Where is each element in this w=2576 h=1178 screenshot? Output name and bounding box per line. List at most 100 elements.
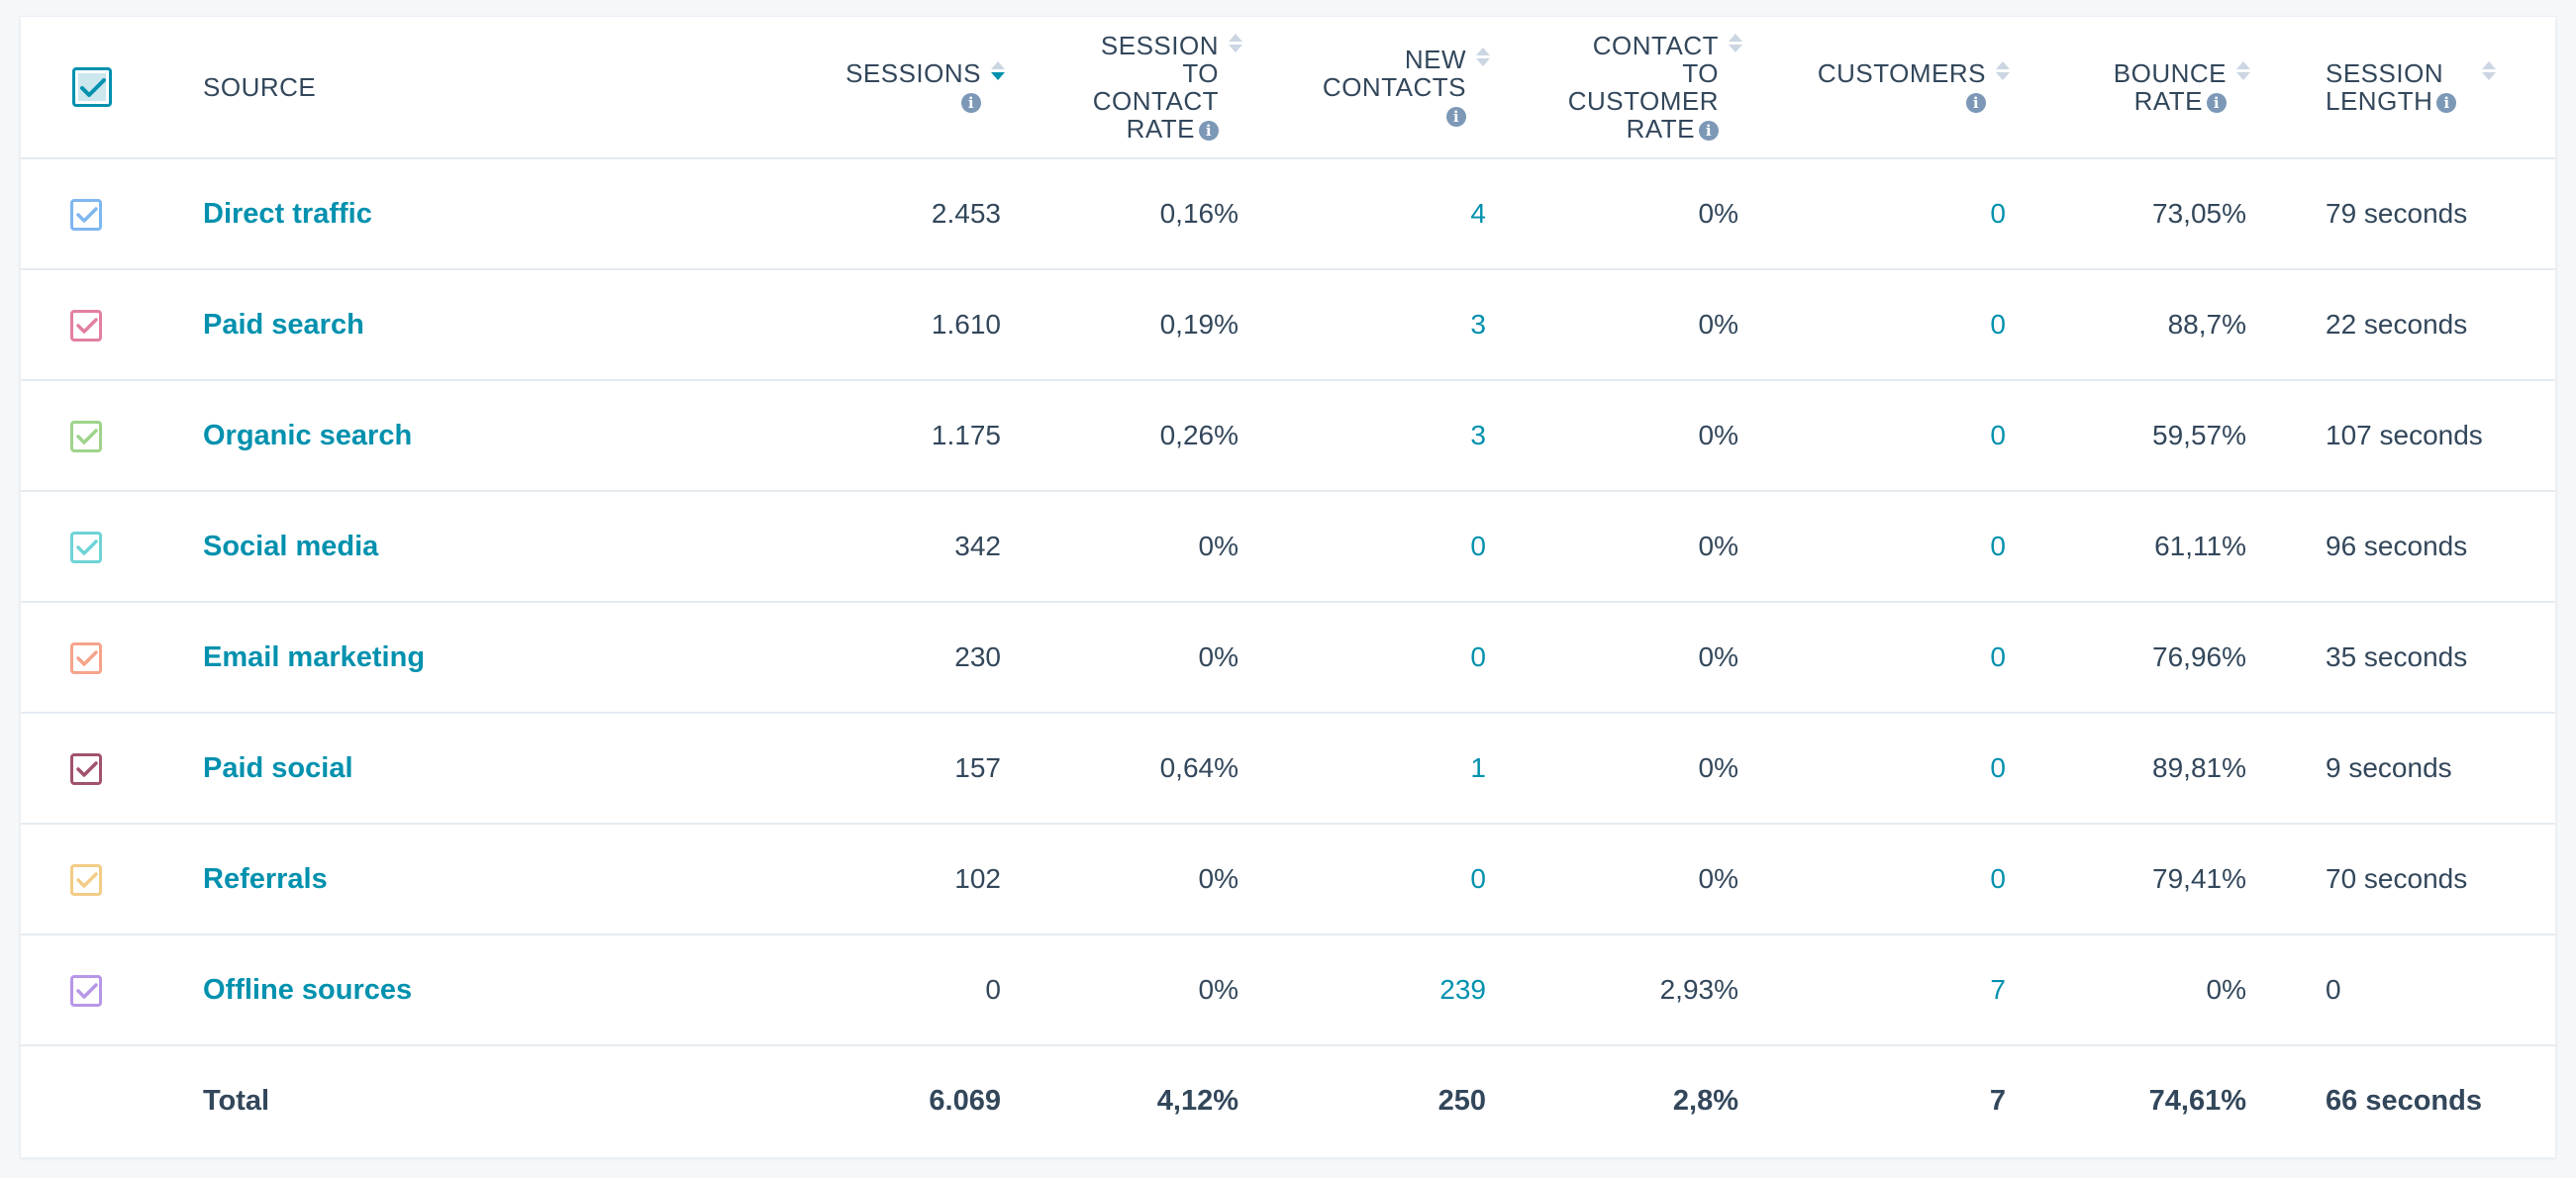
table-row: Direct traffic 2.453 0,16% 4 0% 0 73,05% 79 sec… xyxy=(21,158,2555,270)
new-contacts-link[interactable]: 4 xyxy=(1470,198,1486,229)
sort-arrows-icon[interactable] xyxy=(2482,61,2497,80)
row-session-length: 35 seconds xyxy=(2256,602,2555,714)
checkmark-icon xyxy=(76,650,98,666)
source-link[interactable]: Email marketing xyxy=(203,640,426,673)
sort-arrows-icon[interactable] xyxy=(1996,61,2010,80)
row-checkbox[interactable] xyxy=(70,420,102,452)
header-customers[interactable]: CUSTOMERS i xyxy=(1748,17,2016,159)
customers-link[interactable]: 0 xyxy=(1990,752,2006,783)
row-sessions: 157 xyxy=(704,713,1011,825)
header-bounce-rate[interactable]: BOUNCE RATE i xyxy=(2016,17,2256,159)
total-session-length: 66 seconds xyxy=(2326,1084,2482,1117)
info-icon[interactable]: i xyxy=(1966,93,1986,114)
row-session-to-contact-rate: 0,64% xyxy=(1011,713,1248,825)
row-sessions: 230 xyxy=(704,602,1011,714)
select-all-checkbox[interactable] xyxy=(72,67,112,107)
new-contacts-link[interactable]: 1 xyxy=(1470,752,1486,783)
row-contact-to-customer-rate: 0% xyxy=(1496,713,1748,825)
customers-link[interactable]: 0 xyxy=(1990,309,2006,340)
row-checkbox[interactable] xyxy=(70,974,102,1007)
checkmark-icon xyxy=(80,78,106,97)
row-checkbox[interactable] xyxy=(70,641,102,674)
header-new-contacts[interactable]: NEW CONTACTS i xyxy=(1248,17,1496,159)
new-contacts-link[interactable]: 3 xyxy=(1470,309,1486,340)
header-bounce-line-1: BOUNCE xyxy=(2113,58,2227,88)
row-check-cell xyxy=(21,824,149,935)
row-contact-to-customer-rate: 0% xyxy=(1496,824,1748,935)
source-link[interactable]: Direct traffic xyxy=(203,197,372,230)
row-bounce-rate: 76,96% xyxy=(2016,602,2256,714)
customers-link[interactable]: 0 xyxy=(1990,863,2006,894)
total-session-to-contact-rate: 4,12% xyxy=(1156,1084,1238,1117)
new-contacts-link[interactable]: 0 xyxy=(1470,531,1486,561)
info-icon[interactable]: i xyxy=(961,93,981,114)
row-session-length: 70 seconds xyxy=(2256,824,2555,935)
header-sctr-line-1: SESSION xyxy=(1100,31,1219,60)
row-customers-cell: 0 xyxy=(1748,713,2016,825)
checkmark-icon xyxy=(76,983,98,999)
row-customers-cell: 0 xyxy=(1748,824,2016,935)
row-checkbox[interactable] xyxy=(70,531,102,563)
row-checkbox[interactable] xyxy=(70,198,102,231)
header-session-to-contact-rate[interactable]: SESSION TO CONTACT RATE i xyxy=(1011,17,1248,159)
row-source-cell: Social media xyxy=(149,491,704,603)
source-link[interactable]: Offline sources xyxy=(203,973,413,1006)
header-contact-to-customer-rate[interactable]: CONTACT TO CUSTOMER RATE i xyxy=(1496,17,1748,159)
source-link[interactable]: Paid search xyxy=(203,308,364,341)
new-contacts-link[interactable]: 0 xyxy=(1470,863,1486,894)
header-sessions-label: SESSIONS xyxy=(845,58,981,88)
row-checkbox[interactable] xyxy=(70,863,102,896)
header-sctr-line-2: TO xyxy=(1182,58,1219,88)
sort-arrows-icon[interactable] xyxy=(2236,61,2250,80)
row-check-cell xyxy=(21,713,149,825)
sort-arrows-icon[interactable] xyxy=(991,61,1005,80)
total-check-cell xyxy=(21,1045,149,1155)
new-contacts-link[interactable]: 3 xyxy=(1470,420,1486,450)
sort-arrows-icon[interactable] xyxy=(1476,48,1490,66)
table-row: Paid search 1.610 0,19% 3 0% 0 88,7% 22 seconds xyxy=(21,269,2555,381)
header-session-length[interactable]: SESSION LENGTH i xyxy=(2256,17,2555,159)
info-icon[interactable]: i xyxy=(1699,121,1719,142)
row-source-cell: Referrals xyxy=(149,824,704,935)
row-new-contacts-cell: 4 xyxy=(1248,158,1496,270)
new-contacts-link[interactable]: 0 xyxy=(1470,641,1486,672)
header-source[interactable]: SOURCE xyxy=(149,17,704,159)
row-bounce-rate: 88,7% xyxy=(2016,269,2256,381)
table-row: Offline sources 0 0% 239 2,93% 7 0% 0 xyxy=(21,934,2555,1046)
row-session-length: 79 seconds xyxy=(2256,158,2555,270)
customers-link[interactable]: 0 xyxy=(1990,198,2006,229)
source-link[interactable]: Social media xyxy=(203,530,379,562)
header-bounce-line-2: RATE xyxy=(2133,86,2203,116)
row-check-cell xyxy=(21,380,149,492)
row-session-to-contact-rate: 0% xyxy=(1011,824,1248,935)
row-session-to-contact-rate: 0,26% xyxy=(1011,380,1248,492)
sort-arrows-icon[interactable] xyxy=(1229,34,1242,52)
info-icon[interactable]: i xyxy=(2436,93,2457,114)
source-link[interactable]: Organic search xyxy=(203,419,413,451)
customers-link[interactable]: 7 xyxy=(1990,974,2006,1005)
customers-link[interactable]: 0 xyxy=(1990,641,2006,672)
row-checkbox[interactable] xyxy=(70,309,102,342)
row-checkbox[interactable] xyxy=(70,752,102,785)
header-newc-line-1: NEW xyxy=(1404,45,1466,74)
row-check-cell xyxy=(21,158,149,270)
source-link[interactable]: Referrals xyxy=(203,862,328,895)
customers-link[interactable]: 0 xyxy=(1990,420,2006,450)
table-row: Paid social 157 0,64% 1 0% 0 89,81% 9 seconds xyxy=(21,713,2555,825)
info-icon[interactable]: i xyxy=(2207,93,2227,114)
header-sessions[interactable]: SESSIONS i xyxy=(704,17,1011,159)
row-new-contacts-cell: 239 xyxy=(1248,934,1496,1046)
info-icon[interactable]: i xyxy=(1199,121,1219,142)
customers-link[interactable]: 0 xyxy=(1990,531,2006,561)
total-row: Total 6.069 4,12% 250 2,8% 7 74,61% 66 s… xyxy=(21,1045,2555,1155)
info-icon[interactable]: i xyxy=(1446,107,1466,128)
table-row: Email marketing 230 0% 0 0% 0 76,96% 35 seconds xyxy=(21,602,2555,714)
row-sessions: 102 xyxy=(704,824,1011,935)
sort-arrows-icon[interactable] xyxy=(1729,34,1742,52)
row-contact-to-customer-rate: 2,93% xyxy=(1496,934,1748,1046)
source-link[interactable]: Paid social xyxy=(203,751,353,784)
row-session-length: 9 seconds xyxy=(2256,713,2555,825)
row-session-to-contact-rate: 0% xyxy=(1011,491,1248,603)
row-session-to-contact-rate: 0,19% xyxy=(1011,269,1248,381)
new-contacts-link[interactable]: 239 xyxy=(1439,974,1486,1005)
